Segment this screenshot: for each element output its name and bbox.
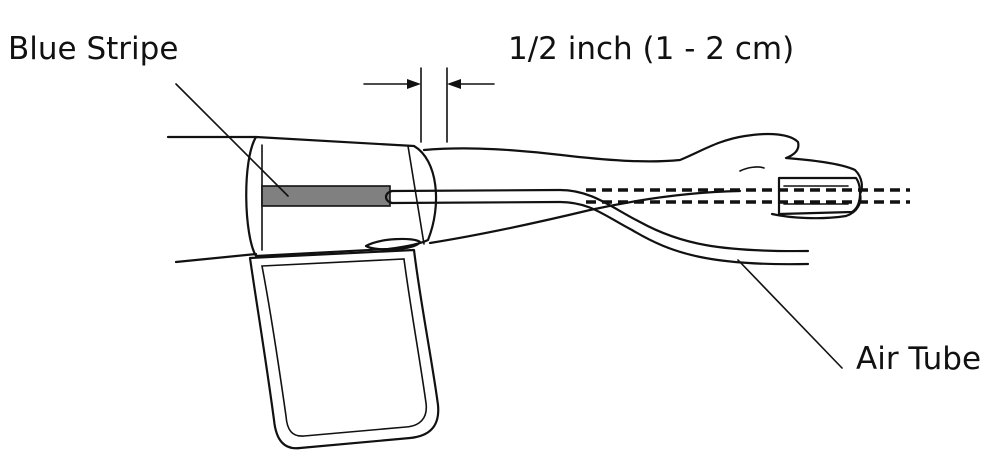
air-tube	[384, 188, 810, 266]
cuff	[245, 135, 438, 258]
cuff-flap	[248, 248, 440, 450]
dimension-label: 1/2 inch (1 - 2 cm)	[508, 31, 795, 67]
blue-stripe-label: Blue Stripe	[8, 31, 179, 67]
artery-line	[586, 188, 910, 204]
blue-stripe-band	[261, 185, 391, 207]
thumb	[777, 176, 862, 216]
blue-stripe-leader	[175, 83, 289, 197]
upper-arm	[166, 135, 258, 264]
air-tube-leader	[737, 259, 843, 369]
air-tube-label: Air Tube	[856, 341, 982, 377]
dimension-indicator	[363, 67, 495, 143]
